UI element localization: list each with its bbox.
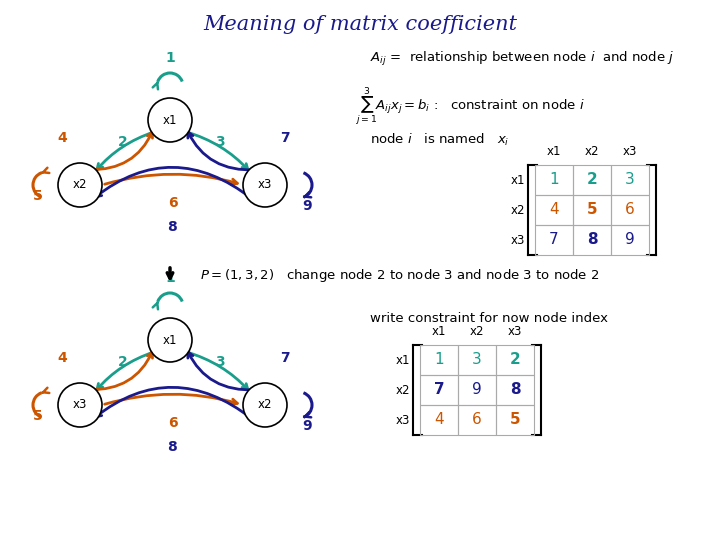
Text: 8: 8: [168, 220, 177, 234]
Text: x3: x3: [510, 233, 525, 246]
Bar: [611, 165, 649, 195]
Text: 7: 7: [280, 131, 290, 145]
Text: 5: 5: [33, 189, 43, 203]
Text: 7: 7: [280, 350, 290, 365]
Text: 2: 2: [118, 355, 128, 369]
Text: x3: x3: [258, 179, 272, 192]
Bar: [573, 225, 611, 255]
Text: 6: 6: [472, 413, 482, 428]
Circle shape: [243, 163, 287, 207]
Text: 3: 3: [472, 353, 482, 368]
Text: 4: 4: [549, 202, 559, 218]
Text: $P=(1,3,2)$   change node 2 to node 3 and node 3 to node 2: $P=(1,3,2)$ change node 2 to node 3 and …: [200, 267, 600, 284]
Text: 1: 1: [434, 353, 444, 368]
Text: 3: 3: [215, 355, 225, 369]
Text: x1: x1: [510, 173, 525, 186]
Text: $\sum_{j=1}^{3} A_{ij} x_j = b_i$ :   constraint on node $i$: $\sum_{j=1}^{3} A_{ij} x_j = b_i$ : cons…: [355, 85, 585, 127]
Bar: [611, 195, 649, 225]
Bar: [458, 405, 496, 435]
Circle shape: [58, 383, 102, 427]
Text: 1: 1: [165, 51, 175, 65]
Text: $A_{ij}$ =  relationship between node $i$  and node $j$: $A_{ij}$ = relationship between node $i$…: [370, 50, 675, 68]
Text: 6: 6: [168, 196, 177, 210]
Text: 8: 8: [587, 233, 598, 247]
Text: x1: x1: [546, 145, 562, 158]
Bar: [496, 405, 534, 435]
Text: x2: x2: [258, 399, 272, 411]
Circle shape: [148, 98, 192, 142]
Circle shape: [58, 163, 102, 207]
Text: 1: 1: [549, 172, 559, 187]
Text: 8: 8: [510, 382, 521, 397]
Text: x3: x3: [623, 145, 637, 158]
Bar: [420, 405, 458, 435]
Text: 3: 3: [625, 172, 635, 187]
Text: 6: 6: [625, 202, 635, 218]
Text: x2: x2: [585, 145, 599, 158]
Text: x1: x1: [163, 334, 177, 347]
Text: write constraint for now node index: write constraint for now node index: [370, 312, 608, 325]
Text: x2: x2: [469, 325, 485, 338]
Text: x2: x2: [395, 383, 410, 396]
Text: 4: 4: [57, 131, 67, 145]
Bar: [458, 345, 496, 375]
Text: 2: 2: [510, 353, 521, 368]
Text: 9: 9: [302, 199, 312, 213]
Text: node $i$   is named   $x_i$: node $i$ is named $x_i$: [370, 132, 509, 148]
Bar: [611, 225, 649, 255]
Text: x3: x3: [395, 414, 410, 427]
Bar: [573, 195, 611, 225]
Bar: [420, 345, 458, 375]
Text: 4: 4: [434, 413, 444, 428]
Text: 6: 6: [168, 416, 177, 430]
Bar: [458, 375, 496, 405]
Text: Meaning of matrix coefficient: Meaning of matrix coefficient: [203, 15, 517, 34]
Text: 2: 2: [118, 136, 128, 150]
Text: 2: 2: [587, 172, 598, 187]
Text: x2: x2: [510, 204, 525, 217]
Text: 8: 8: [168, 440, 177, 454]
Bar: [535, 165, 573, 195]
Text: x2: x2: [73, 179, 87, 192]
Bar: [496, 345, 534, 375]
Bar: [535, 195, 573, 225]
Text: 9: 9: [302, 419, 312, 433]
Text: 7: 7: [433, 382, 444, 397]
Text: x1: x1: [395, 354, 410, 367]
Bar: [420, 375, 458, 405]
Text: x3: x3: [508, 325, 522, 338]
Text: 5: 5: [33, 409, 43, 423]
Text: 5: 5: [510, 413, 521, 428]
Text: x1: x1: [163, 113, 177, 126]
Bar: [535, 225, 573, 255]
Text: 9: 9: [625, 233, 635, 247]
Text: x1: x1: [432, 325, 446, 338]
Bar: [496, 375, 534, 405]
Text: x3: x3: [73, 399, 87, 411]
Text: 1: 1: [165, 271, 175, 285]
Bar: [573, 165, 611, 195]
Text: 5: 5: [587, 202, 598, 218]
Circle shape: [243, 383, 287, 427]
Text: 3: 3: [215, 136, 225, 150]
Text: 7: 7: [549, 233, 559, 247]
Text: 4: 4: [57, 350, 67, 365]
Circle shape: [148, 318, 192, 362]
Text: 9: 9: [472, 382, 482, 397]
